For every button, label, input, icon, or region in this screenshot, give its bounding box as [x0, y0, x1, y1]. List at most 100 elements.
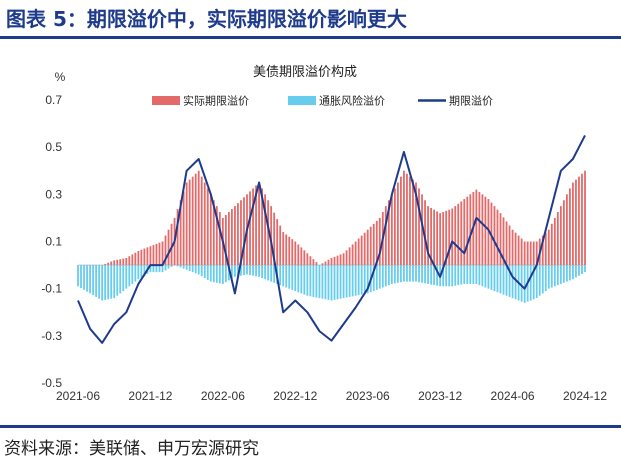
inflation-premium-bar	[249, 265, 251, 276]
inflation-premium-bar	[514, 265, 517, 300]
real-premium-bar	[264, 194, 267, 266]
inflation-premium-bar	[493, 265, 496, 292]
inflation-premium-bar	[433, 265, 436, 286]
real-premium-bar	[424, 200, 426, 266]
real-premium-bar	[390, 194, 393, 266]
real-premium-bar	[137, 250, 140, 266]
inflation-premium-bar	[393, 265, 396, 284]
inflation-premium-bar	[481, 265, 484, 287]
inflation-premium-bar	[575, 265, 577, 278]
real-premium-bar	[255, 185, 257, 266]
real-premium-bar	[237, 203, 239, 266]
real-premium-bar	[107, 262, 110, 266]
real-premium-bar	[161, 241, 164, 266]
real-premium-bar	[484, 196, 487, 266]
inflation-premium-bar	[273, 265, 276, 283]
real-premium-bar	[176, 209, 179, 266]
inflation-premium-bar	[381, 265, 384, 288]
inflation-premium-bar	[306, 265, 309, 296]
inflation-premium-bar	[92, 265, 94, 296]
real-premium-bar	[448, 209, 451, 266]
real-premium-bar	[273, 212, 276, 266]
real-premium-bar	[291, 239, 294, 266]
real-premium-bar	[427, 206, 429, 266]
inflation-premium-bar	[562, 265, 565, 283]
real-premium-bar	[312, 259, 315, 266]
real-premium-bar	[523, 241, 526, 266]
inflation-premium-bar	[309, 265, 312, 297]
legend-label: 实际期限溢价	[183, 94, 249, 108]
inflation-premium-bar	[164, 265, 167, 271]
inflation-premium-bar	[523, 265, 526, 303]
inflation-premium-bar	[333, 265, 336, 300]
inflation-premium-bar	[116, 265, 119, 296]
real-premium-bar	[348, 247, 351, 266]
real-premium-bar	[556, 212, 559, 266]
y-tick-label: 0.1	[45, 235, 62, 249]
real-premium-bar	[400, 176, 402, 266]
inflation-premium-bar	[584, 265, 586, 273]
real-premium-bar	[550, 223, 553, 266]
inflation-premium-bar	[499, 265, 502, 294]
real-premium-bar	[445, 210, 448, 266]
real-premium-bar	[511, 229, 514, 266]
real-premium-bar	[541, 235, 544, 266]
real-premium-bar	[569, 188, 571, 266]
inflation-premium-bar	[215, 265, 218, 283]
inflation-premium-bar	[270, 265, 273, 282]
real-premium-bar	[535, 241, 538, 266]
real-premium-bar	[463, 199, 466, 266]
inflation-premium-bar	[330, 265, 333, 301]
real-premium-bar	[499, 213, 502, 266]
x-tick-label: 2022-06	[201, 389, 245, 403]
inflation-premium-bar	[300, 265, 303, 294]
real-premium-bar	[140, 249, 143, 266]
real-premium-bar	[270, 206, 273, 266]
real-premium-bar	[565, 194, 568, 266]
inflation-premium-bar	[101, 265, 104, 301]
inflation-premium-bar	[113, 265, 116, 299]
inflation-premium-bar	[547, 265, 550, 289]
real-premium-bar	[406, 173, 408, 266]
x-tick-label: 2022-12	[273, 389, 317, 403]
inflation-premium-bar	[246, 265, 248, 275]
x-tick-label: 2023-06	[346, 389, 390, 403]
inflation-premium-bar	[149, 265, 152, 273]
real-premium-bar	[415, 182, 417, 266]
real-premium-bar	[418, 188, 420, 266]
inflation-premium-bar	[409, 265, 411, 282]
term-premium-line	[77, 134, 586, 344]
real-premium-bar	[366, 229, 369, 266]
real-premium-bar	[363, 232, 366, 266]
real-premium-bar	[478, 191, 481, 266]
real-premium-bar	[333, 256, 336, 266]
inflation-premium-bar	[98, 265, 101, 299]
real-premium-bar	[209, 194, 212, 266]
real-premium-bar	[203, 182, 206, 266]
legend-label: 通胀风险溢价	[319, 94, 385, 108]
real-premium-bar	[496, 209, 499, 266]
real-premium-bar	[412, 179, 414, 266]
real-premium-bar	[457, 203, 460, 266]
real-premium-bar	[303, 250, 306, 266]
real-premium-bar	[224, 214, 227, 266]
legend-swatch	[152, 96, 180, 105]
inflation-premium-bar	[403, 265, 405, 282]
real-premium-bar	[282, 232, 285, 266]
y-axis-unit: %	[55, 70, 66, 84]
inflation-premium-bar	[128, 265, 131, 287]
inflation-premium-bar	[95, 265, 98, 297]
real-premium-bar	[354, 241, 357, 266]
inflation-premium-bar	[203, 265, 206, 279]
inflation-premium-bar	[351, 265, 354, 297]
inflation-premium-bar	[161, 265, 164, 273]
real-premium-bar	[357, 238, 360, 266]
inflation-premium-bar	[348, 265, 351, 297]
inflation-premium-bar	[231, 265, 233, 279]
inflation-premium-bar	[188, 265, 191, 271]
real-premium-bar	[544, 232, 547, 266]
inflation-premium-bar	[436, 265, 439, 286]
real-premium-bar	[267, 200, 270, 266]
real-premium-bar	[526, 241, 529, 266]
real-premium-bar	[206, 188, 209, 266]
